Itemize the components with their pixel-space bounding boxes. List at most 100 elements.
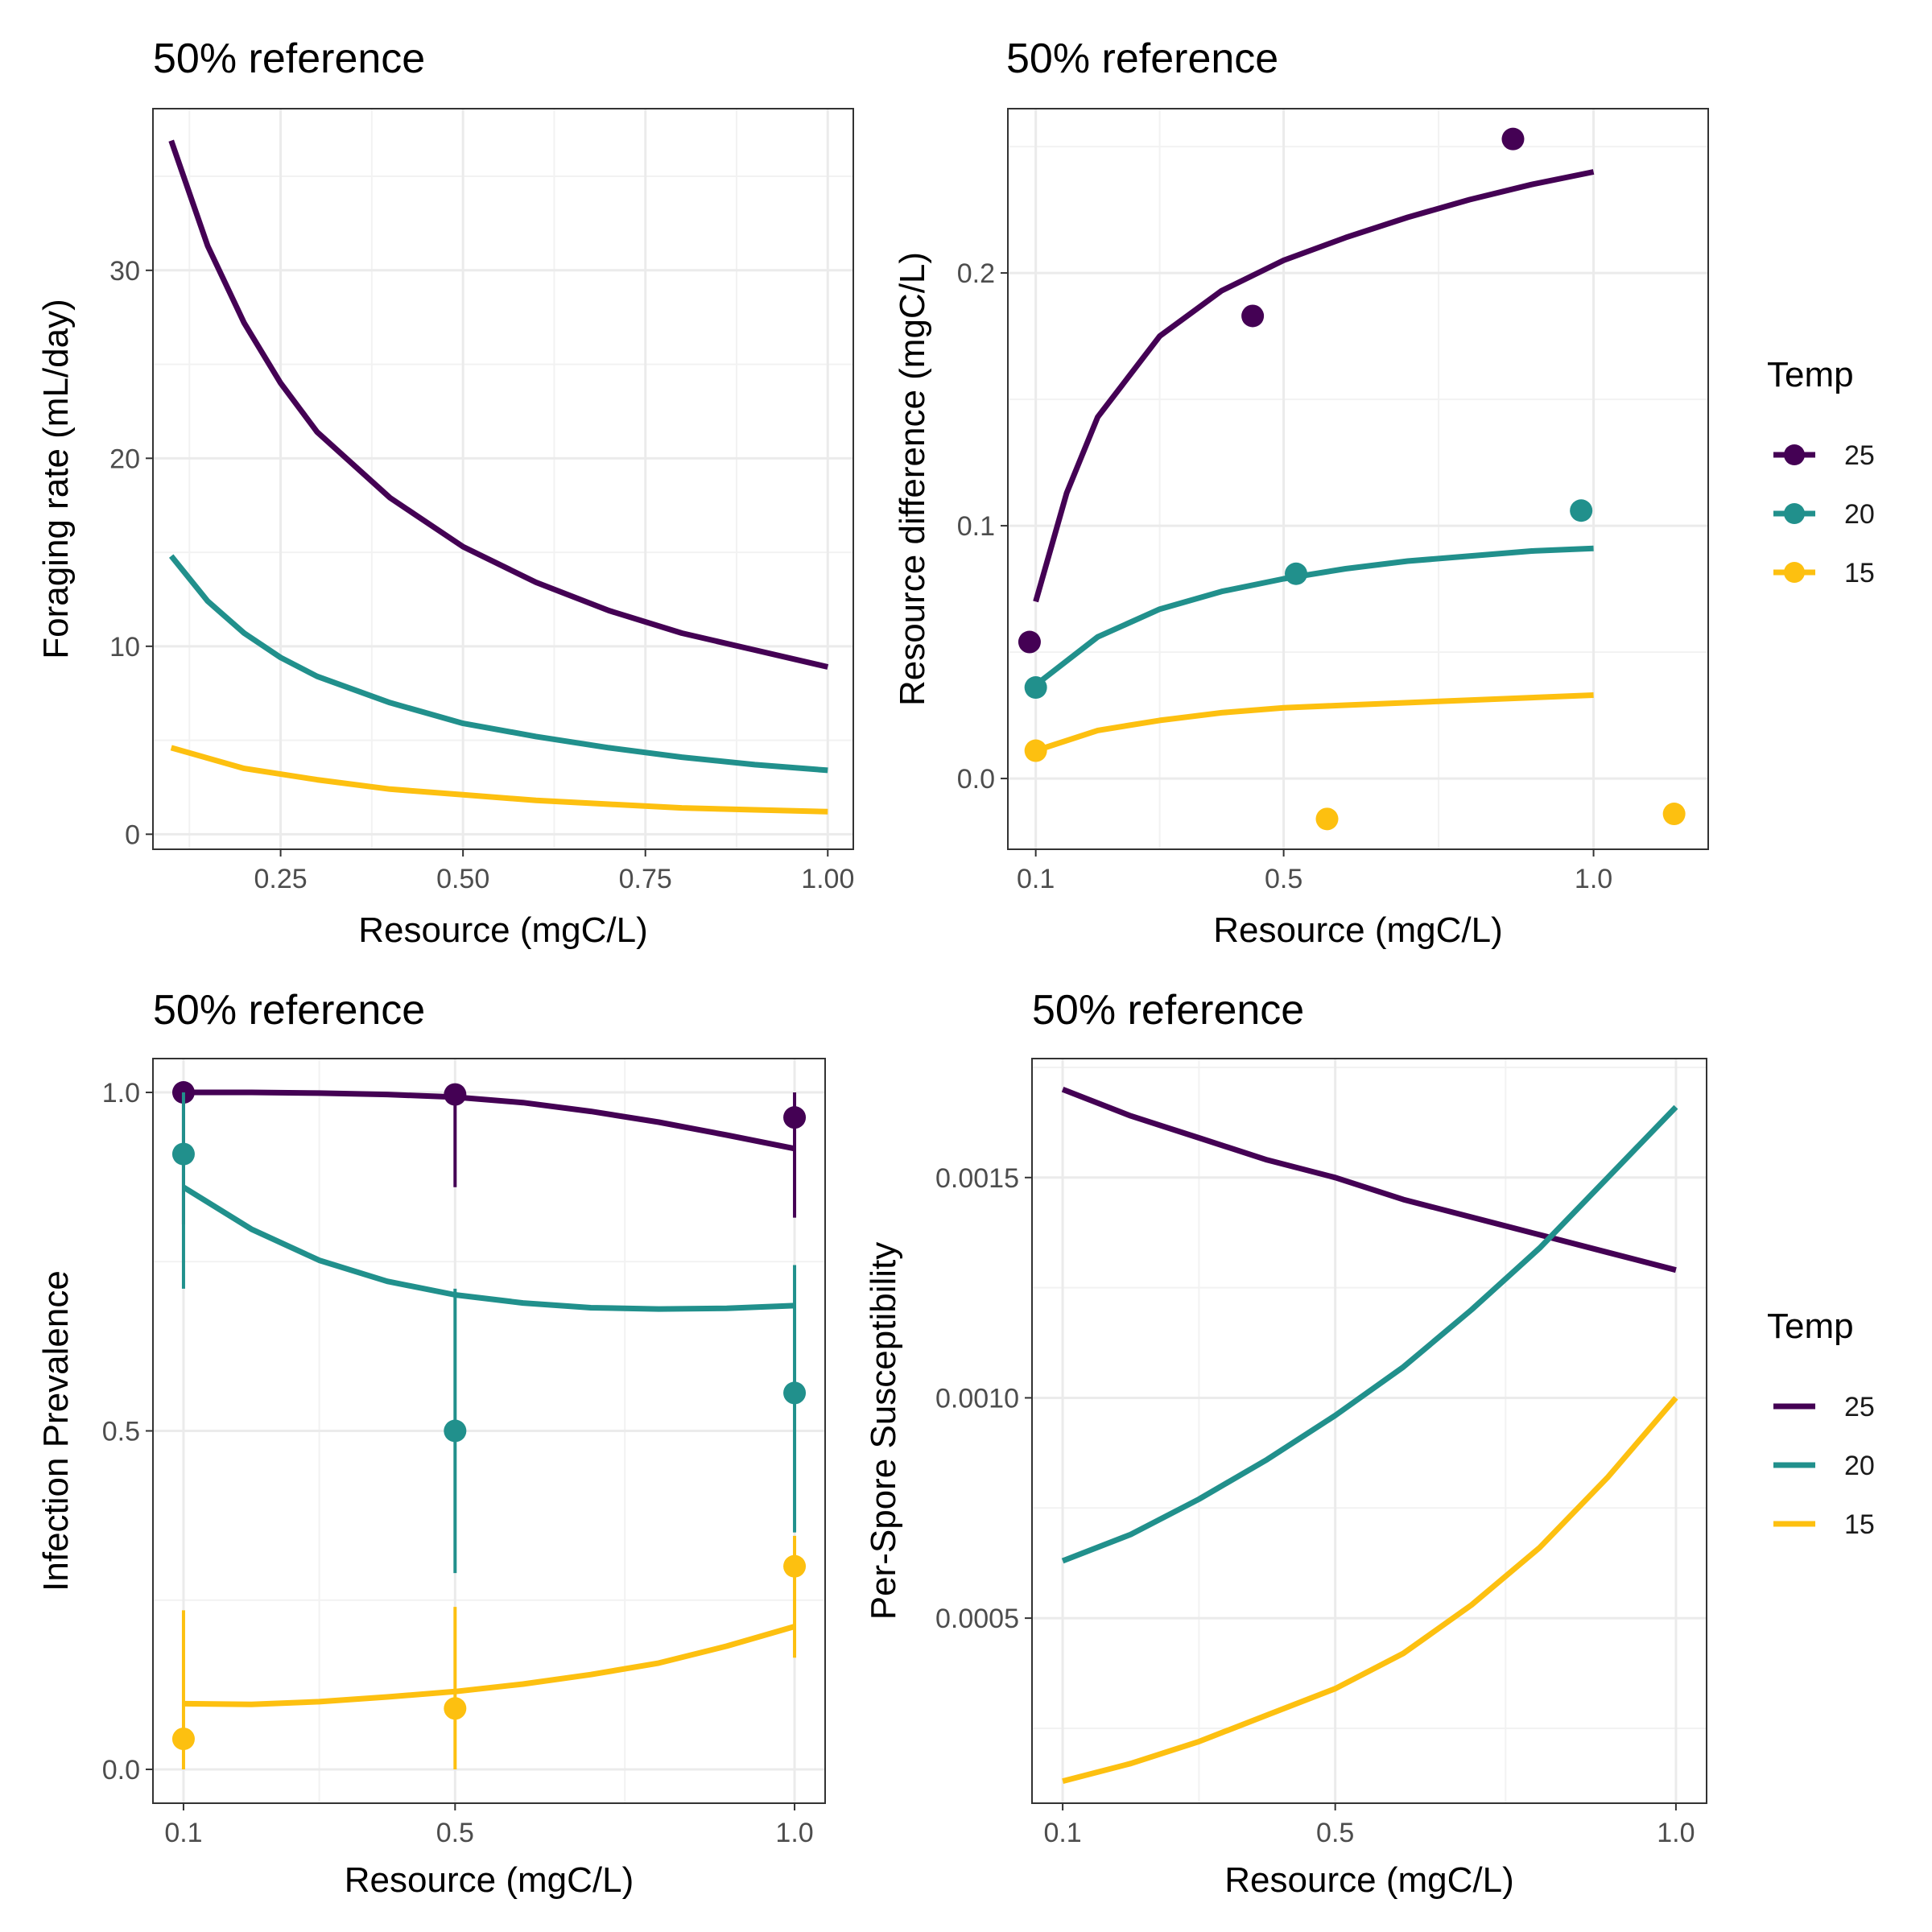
x-tick-label: 1.0 [775, 1818, 813, 1848]
series-line [183, 1624, 795, 1707]
y-tick-label: 0.1 [957, 511, 995, 542]
series-line [1034, 545, 1594, 687]
data-point [171, 1728, 195, 1751]
data-point [1570, 499, 1593, 522]
plot-background [153, 109, 853, 849]
chart-title: 50% reference [153, 35, 425, 82]
x-tick-label: 1.0 [1657, 1818, 1695, 1848]
legend-entry-15: 15 [1773, 558, 1875, 588]
x-axis-label: Resource (mgC/L) [1213, 910, 1502, 950]
y-axis-label: Foraging rate (mL/day) [36, 299, 76, 659]
data-point [1024, 676, 1047, 700]
panel-susceptibility: 0.1 0.5 1.0 0.0005 0.0010 0.0015 50% reference… [864, 987, 1875, 1900]
chart-title: 50% reference [1032, 987, 1304, 1034]
series-line [1061, 1087, 1677, 1274]
series-15 [1024, 692, 1686, 831]
legend-entry-20: 20 [1773, 499, 1875, 530]
legend-label: 20 [1844, 499, 1875, 530]
x-axis-label: Resource (mgC/L) [358, 910, 647, 950]
series-line [1034, 692, 1594, 753]
data-point [783, 1554, 807, 1578]
data-point [1018, 630, 1041, 654]
series-25 [168, 139, 829, 670]
chart-title: 50% reference [153, 987, 425, 1034]
series-25 [1061, 1087, 1677, 1274]
legend: Temp 25 20 15 [1767, 355, 1875, 588]
y-axis-label: Infection Prevalence [36, 1270, 76, 1591]
data-point [444, 1419, 467, 1443]
x-tick-label: 0.25 [254, 864, 308, 894]
plot-background [1008, 109, 1708, 849]
series-20 [1024, 499, 1594, 700]
y-tick-label: 0.0005 [935, 1604, 1019, 1634]
legend-entry-15: 15 [1773, 1509, 1875, 1540]
panel-foraging: 0.25 0.50 0.75 1.00 0 10 20 30 50% reference Reso… [36, 35, 854, 950]
legend: Temp 25 20 15 [1767, 1307, 1875, 1540]
y-tick-label: 0.0010 [935, 1383, 1019, 1414]
series-line [1062, 1396, 1678, 1784]
y-tick-label: 0 [125, 819, 140, 850]
series-15 [170, 745, 828, 815]
plot-background [1032, 1059, 1707, 1803]
panel-border [1031, 1058, 1707, 1804]
series-20 [1061, 1104, 1678, 1564]
x-tick-label: 1.00 [801, 864, 854, 894]
legend-key-point [1784, 503, 1805, 524]
series-line [184, 1089, 795, 1152]
y-tick-label: 10 [109, 632, 140, 663]
series-line [168, 554, 828, 774]
data-point [783, 1106, 807, 1129]
chart-title: 50% reference [1006, 35, 1278, 82]
x-axis-label: Resource (mgC/L) [1224, 1860, 1513, 1900]
plot-area [1061, 1087, 1678, 1784]
x-tick-label: 0.5 [1316, 1818, 1354, 1848]
series-line [1061, 1104, 1678, 1564]
y-tick-label: 0.2 [957, 258, 995, 289]
x-tick-label: 0.5 [1265, 864, 1302, 894]
data-point [444, 1697, 467, 1720]
y-tick-label: 30 [109, 256, 140, 287]
panel-prevalence: 0.1 0.5 1.0 0.0 0.5 1.0 50% reference Resource … [36, 987, 826, 1900]
plot-area [1018, 127, 1686, 831]
data-point [1501, 127, 1525, 151]
x-tick-label: 0.75 [619, 864, 672, 894]
panel-resource-diff: 0.1 0.5 1.0 0.0 0.1 0.2 50% reference Resource … [893, 35, 1875, 950]
series-25 [171, 1081, 807, 1225]
data-point [1241, 304, 1265, 328]
legend-label: 25 [1844, 1392, 1875, 1422]
series-line [1033, 169, 1595, 603]
legend-title: Temp [1767, 1307, 1854, 1346]
series-20 [171, 1092, 807, 1574]
y-tick-label: 20 [109, 444, 140, 474]
data-point [1024, 739, 1047, 762]
data-point [1662, 803, 1686, 826]
series-line [170, 745, 828, 815]
series-15 [171, 1535, 807, 1769]
y-tick-label: 0.0 [957, 764, 995, 795]
legend-entry-20: 20 [1773, 1451, 1875, 1481]
legend-label: 15 [1844, 1509, 1875, 1540]
legend-key-point [1784, 444, 1805, 465]
data-point [1285, 562, 1308, 585]
legend-key-point [1784, 562, 1805, 583]
y-tick-label: 1.0 [102, 1078, 140, 1108]
x-tick-label: 1.0 [1575, 864, 1612, 894]
legend-entry-25: 25 [1773, 440, 1875, 471]
data-point [444, 1083, 467, 1106]
data-point [1315, 807, 1339, 831]
x-tick-label: 0.1 [1017, 864, 1055, 894]
y-tick-label: 0.0015 [935, 1163, 1019, 1194]
series-line [182, 1184, 795, 1312]
plot-area [171, 1081, 807, 1769]
plot-area [168, 139, 829, 815]
x-tick-label: 0.1 [1043, 1818, 1081, 1848]
legend-label: 20 [1844, 1451, 1875, 1481]
legend-title: Temp [1767, 355, 1854, 394]
legend-entry-25: 25 [1773, 1392, 1875, 1422]
series-15 [1062, 1396, 1678, 1784]
legend-label: 25 [1844, 440, 1875, 471]
panel-border [152, 108, 854, 850]
x-tick-label: 0.50 [436, 864, 489, 894]
y-axis-label: Resource difference (mgC/L) [893, 252, 932, 706]
